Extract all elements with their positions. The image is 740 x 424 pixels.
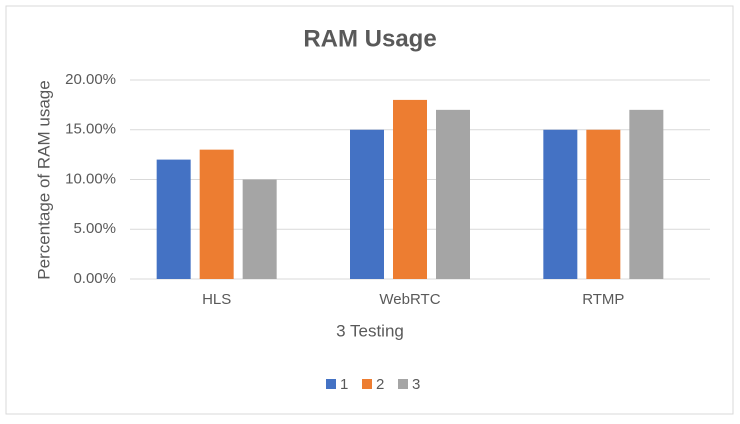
bar: [242, 179, 277, 279]
x-tick-label: HLS: [202, 291, 231, 308]
legend-label: 1: [340, 376, 348, 393]
bar: [543, 129, 578, 279]
legend-swatch: [398, 379, 408, 389]
y-tick-label: 15.00%: [65, 121, 116, 138]
bar: [199, 149, 234, 279]
bar: [629, 109, 664, 279]
y-axis-title: Percentage of RAM usage: [34, 80, 53, 279]
y-tick-label: 5.00%: [73, 220, 116, 237]
y-tick-label: 10.00%: [65, 170, 116, 187]
chart-title: RAM Usage: [303, 25, 436, 52]
legend-label: 2: [376, 376, 384, 393]
x-tick-label: WebRTC: [379, 291, 440, 308]
bar: [350, 129, 384, 279]
legend-swatch: [326, 379, 336, 389]
bar: [586, 129, 621, 279]
bar: [393, 99, 427, 280]
bar: [156, 159, 191, 279]
x-axis-title: 3 Testing: [336, 321, 404, 340]
y-tick-label: 20.00%: [65, 71, 116, 88]
x-tick-label: RTMP: [582, 291, 624, 308]
legend-label: 3: [412, 376, 420, 393]
bar: [436, 109, 470, 279]
legend-swatch: [362, 379, 372, 389]
y-tick-label: 0.00%: [73, 270, 116, 287]
